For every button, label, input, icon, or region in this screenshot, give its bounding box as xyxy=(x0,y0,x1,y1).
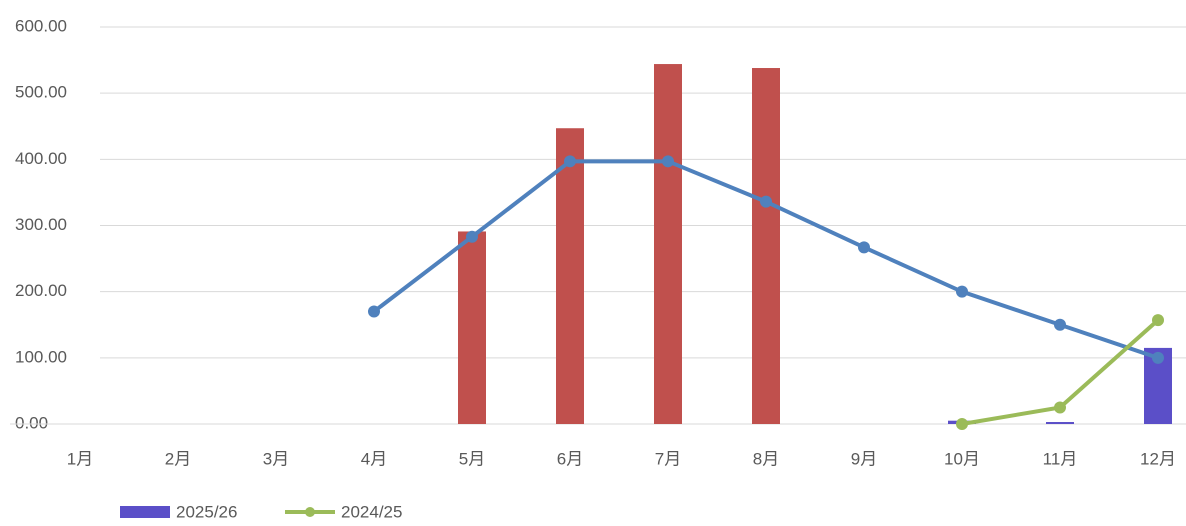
line-marker xyxy=(466,230,478,243)
line-marker xyxy=(956,285,968,298)
y-tick-label: 200.00 xyxy=(15,281,67,300)
x-tick-label: 5月 xyxy=(459,449,485,468)
bar xyxy=(1046,422,1074,424)
x-tick-label: 2月 xyxy=(165,449,191,468)
bar xyxy=(654,64,682,424)
line-marker xyxy=(1054,318,1066,331)
legend-label: 2024/25 xyxy=(341,502,402,521)
y-tick-label: 600.00 xyxy=(15,16,67,35)
line-marker xyxy=(858,241,870,254)
line-marker xyxy=(564,155,576,168)
y-tick-label: 400.00 xyxy=(15,149,67,168)
x-tick-label: 6月 xyxy=(557,449,583,468)
x-tick-label: 7月 xyxy=(655,449,681,468)
line-marker xyxy=(760,195,772,208)
y-tick-label: 0.00 xyxy=(15,413,48,432)
bar xyxy=(752,68,780,425)
y-tick-label: 500.00 xyxy=(15,83,67,102)
y-tick-label: 300.00 xyxy=(15,215,67,234)
x-tick-label: 1月 xyxy=(67,449,93,468)
bar xyxy=(458,231,486,424)
line-marker xyxy=(956,418,968,430)
bar xyxy=(556,128,584,425)
line-marker xyxy=(1054,401,1066,414)
x-tick-label: 12月 xyxy=(1140,449,1176,468)
y-tick-label: 100.00 xyxy=(15,347,67,366)
x-tick-label: 9月 xyxy=(851,449,877,468)
x-tick-label: 10月 xyxy=(944,449,980,468)
legend-swatch xyxy=(120,506,170,518)
x-tick-label: 3月 xyxy=(263,449,289,468)
line-marker xyxy=(368,305,380,318)
legend-marker xyxy=(305,507,315,517)
line-marker xyxy=(1152,351,1164,364)
line-marker xyxy=(662,155,674,168)
x-tick-label: 11月 xyxy=(1043,449,1078,468)
x-tick-label: 8月 xyxy=(753,449,779,468)
x-tick-label: 4月 xyxy=(361,449,387,468)
legend-label: 2025/26 xyxy=(176,502,237,521)
line-marker xyxy=(1152,314,1164,327)
